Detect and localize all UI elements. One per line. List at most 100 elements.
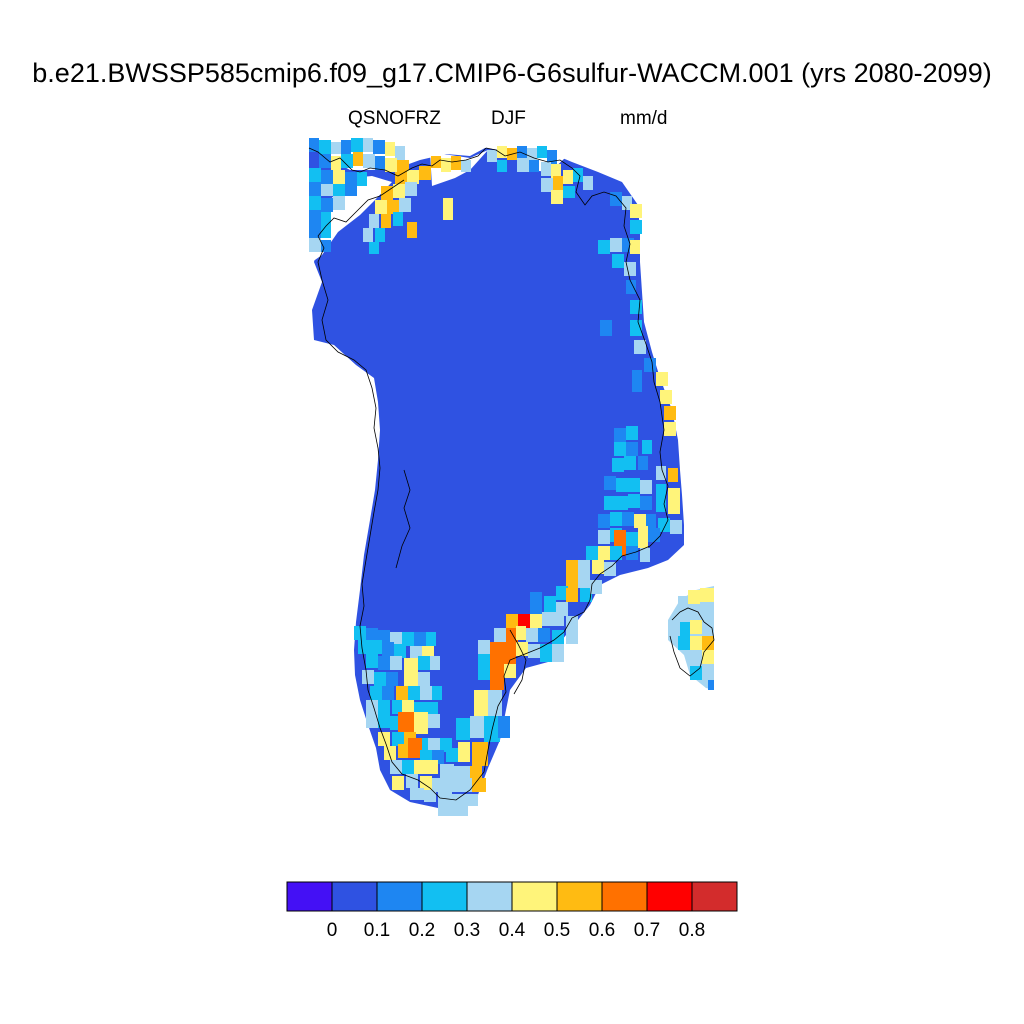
grid-cell <box>392 732 404 746</box>
grid-cell <box>526 628 538 642</box>
grid-cell <box>390 656 402 670</box>
grid-cell <box>321 240 331 252</box>
grid-cell <box>590 580 602 594</box>
grid-cell <box>414 712 428 734</box>
plot-title: b.e21.BWSSP585cmip6.f09_g17.CMIP6-G6sulf… <box>32 58 992 88</box>
grid-cell <box>466 794 478 806</box>
grid-cell <box>351 138 363 152</box>
grid-cell <box>345 172 357 186</box>
grid-cell <box>432 686 442 700</box>
grid-cell <box>404 658 418 686</box>
grid-cell <box>458 742 470 762</box>
grid-cell <box>406 774 418 788</box>
colorbar-box <box>556 881 603 912</box>
grid-cell <box>626 532 638 546</box>
grid-cell <box>690 650 702 664</box>
grid-cell <box>396 686 408 700</box>
grid-cell <box>309 224 321 238</box>
grid-cell <box>378 700 390 714</box>
grid-cell <box>563 186 575 198</box>
grid-cell <box>414 760 426 774</box>
grid-cell <box>566 588 578 602</box>
grid-cell <box>398 712 414 734</box>
grid-cell <box>553 176 563 190</box>
grid-cell <box>385 142 395 156</box>
grid-cell <box>517 146 527 158</box>
grid-cell <box>624 456 636 470</box>
grid-cell <box>420 776 432 790</box>
grid-cell <box>488 690 502 718</box>
grid-cell <box>321 226 331 238</box>
grid-cell <box>430 656 440 670</box>
grid-cell <box>408 738 422 758</box>
grid-cell <box>458 778 472 792</box>
grid-cell <box>583 176 593 190</box>
grid-cell <box>378 714 390 728</box>
grid-cell <box>616 496 628 510</box>
grid-cell <box>646 514 656 528</box>
grid-cell <box>374 672 386 686</box>
grid-cell <box>382 686 394 700</box>
grid-cell <box>333 170 345 184</box>
grid-cell <box>541 178 553 192</box>
grid-cell <box>440 764 454 778</box>
grid-cell <box>690 636 702 650</box>
grid-cell <box>410 788 424 800</box>
grid-cell <box>319 154 331 168</box>
grid-cell <box>474 690 488 718</box>
grid-cell <box>363 228 373 242</box>
grid-cell <box>656 466 666 480</box>
grid-cell <box>516 626 526 640</box>
grid-cell <box>566 560 578 588</box>
grid-cell <box>610 238 622 252</box>
coastline <box>317 147 669 801</box>
grid-cell <box>354 626 366 640</box>
grid-cell <box>517 158 529 172</box>
grid-cell <box>586 546 598 560</box>
grid-cell <box>333 184 345 196</box>
units-label: mm/d <box>620 108 668 129</box>
grid-cell <box>369 214 379 228</box>
grid-cell <box>544 596 556 614</box>
grid-cell <box>309 182 321 196</box>
grid-cell <box>566 630 578 644</box>
grid-cell <box>428 738 440 752</box>
grid-cell <box>642 440 652 454</box>
season-label: DJF <box>491 108 526 129</box>
grid-cell <box>309 168 321 182</box>
grid-cell <box>399 198 411 212</box>
grid-cell <box>530 614 542 628</box>
grid-cell <box>353 152 363 166</box>
grid-cell <box>394 644 406 658</box>
grid-cell <box>407 222 417 238</box>
colorbar-box <box>601 881 648 912</box>
grid-cell <box>670 520 682 534</box>
grid-cell <box>395 172 407 186</box>
grid-cell <box>490 642 516 664</box>
grid-cell <box>634 340 646 354</box>
grid-cell <box>407 170 419 184</box>
grid-cell <box>358 640 370 654</box>
grid-cell <box>438 792 452 804</box>
grid-cell <box>398 744 410 758</box>
grid-cell <box>375 228 385 242</box>
grid-cell <box>428 714 440 728</box>
grid-cell <box>527 148 537 160</box>
grid-cell <box>366 714 378 728</box>
grid-cell <box>478 666 490 680</box>
grid-cell <box>438 804 468 816</box>
grid-cell <box>530 592 542 614</box>
grid-cell <box>497 160 507 172</box>
colorbar-box <box>646 881 693 912</box>
grid-cell <box>333 196 345 210</box>
grid-cell <box>370 686 382 700</box>
grid-cell <box>640 548 650 562</box>
grid-cell <box>402 632 414 646</box>
grid-cell <box>366 654 378 668</box>
grid-cell <box>393 212 403 226</box>
grid-cell <box>656 484 666 498</box>
grid-cell <box>418 672 430 686</box>
grid-cell <box>424 790 436 802</box>
grid-cell <box>678 636 690 650</box>
colorbar-tick-label: 0.3 <box>454 920 480 941</box>
